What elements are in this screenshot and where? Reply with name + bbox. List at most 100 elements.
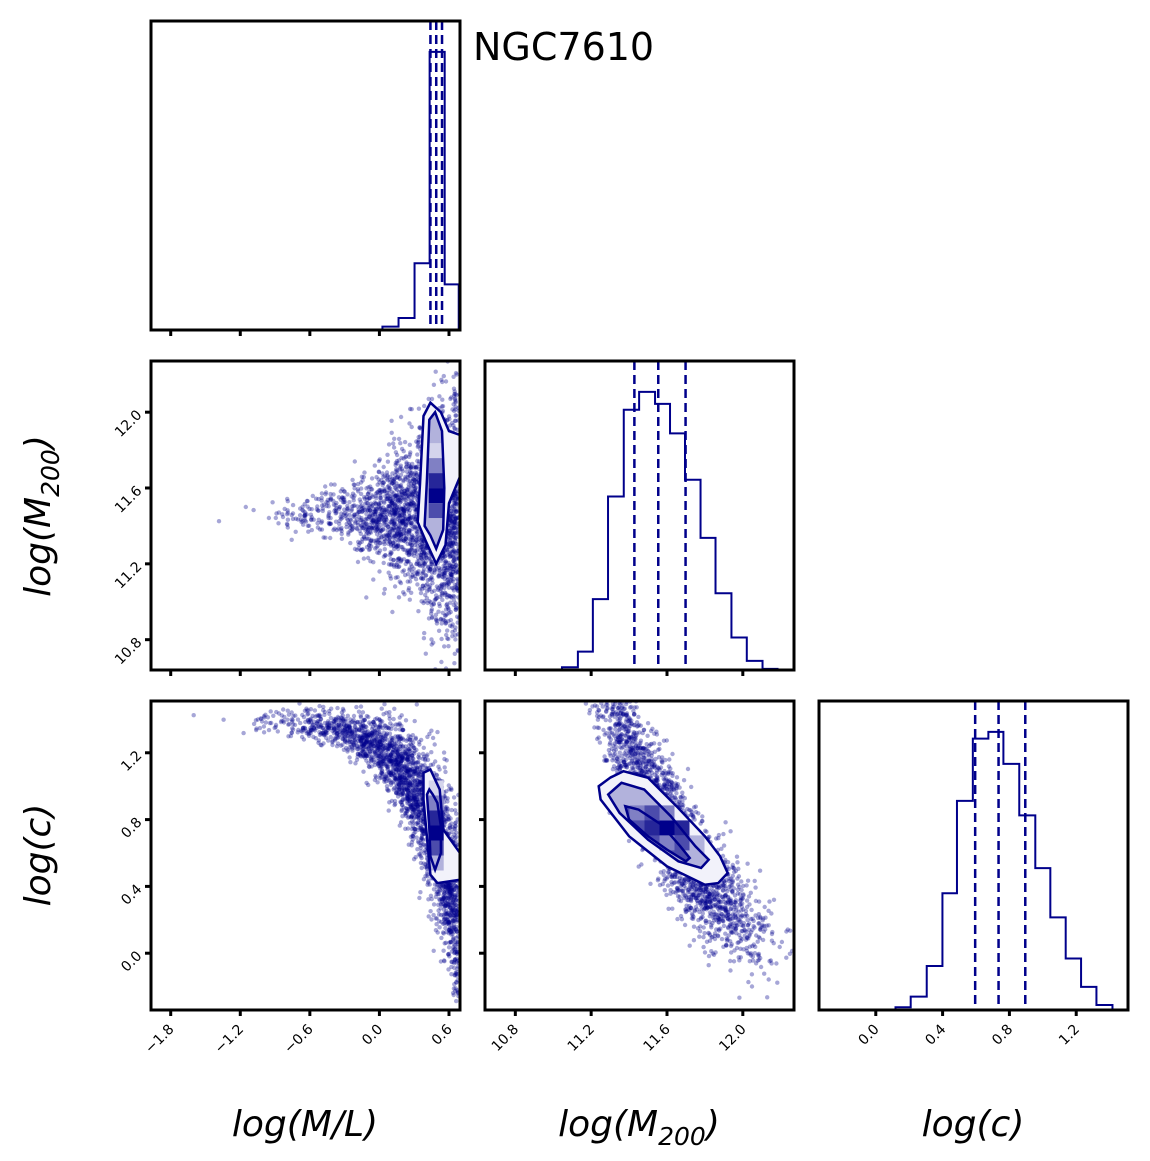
scatter-point [392,775,397,781]
scatter-point [348,734,354,739]
scatter-point [451,507,457,513]
scatter-point [381,480,386,485]
scatter-point [448,571,453,576]
scatter-point [301,522,306,527]
scatter-point [397,525,402,530]
scatter-point [320,506,325,511]
scatter-point [408,741,413,746]
scatter-point [440,597,445,603]
scatter-point [401,522,406,527]
scatter-point [372,511,378,516]
scatter-point [440,571,445,577]
scatter-point [448,535,453,540]
scatter-point [353,521,358,526]
scatter-point [388,573,393,579]
scatter-point [449,624,455,629]
scatter-point [407,478,413,484]
scatter-point [398,536,403,541]
scatter-point [382,488,387,494]
scatter-point [415,792,420,798]
scatter-point [382,777,387,782]
scatter-point [380,769,385,774]
scatter-point [290,516,296,522]
histogram-step [894,730,1114,1010]
scatter-point [417,779,422,784]
scatter-point [439,659,444,665]
scatter-point [385,764,391,769]
scatter-point [392,798,398,804]
scatter-point [444,548,450,553]
scatter-point [386,726,392,731]
scatter-point [382,473,387,478]
scatter-point [371,720,376,725]
scatter-point [443,563,448,569]
scatter-point [392,706,397,711]
scatter-point [351,741,357,746]
scatter-point [268,709,273,714]
scatter-point [407,474,412,479]
scatter-point [408,748,413,754]
scatter-point [389,489,395,495]
scatter-point [374,475,379,480]
scatter-point [447,528,452,533]
scatter-point [450,550,455,555]
scatter-point [396,782,402,787]
scatter-point [367,735,373,740]
scatter-point [362,717,368,723]
scatter-point [402,491,407,496]
scatter-point [453,551,458,556]
scatter-point [355,744,360,749]
scatter-point [333,502,338,508]
scatter-point [444,560,449,566]
scatter-point [316,517,321,522]
scatter-point [407,552,412,557]
scatter-point [339,516,344,521]
scatter-point [395,531,400,536]
scatter-point [403,718,409,723]
scatter-point [370,742,375,747]
scatter-point [394,505,399,510]
scatter-point [453,506,458,512]
scatter-point [353,724,358,730]
scatter-point [381,518,387,524]
scatter-point [350,746,355,751]
scatter-point [378,495,383,500]
scatter-point [378,487,383,493]
scatter-point [415,803,420,809]
scatter-point [387,800,392,805]
scatter-point [401,780,406,785]
scatter-point [418,545,424,550]
scatter-point [441,883,447,889]
scatter-point [374,753,379,759]
scatter-point [407,579,413,584]
scatter-point [417,802,423,807]
scatter-point [395,747,401,752]
scatter-point [400,755,405,760]
scatter-point [388,479,393,485]
scatter-point [394,467,399,472]
scatter-point [411,503,416,509]
scatter-point [400,798,405,803]
scatter-point [397,495,402,500]
scatter-point [405,737,410,742]
scatter-point [398,780,403,786]
scatter-point [448,913,453,918]
scatter-point [310,728,315,733]
scatter-point [405,752,410,758]
scatter-point [448,600,453,605]
scatter-point [339,528,344,534]
scatter-point [372,749,377,754]
scatter-point [386,758,391,763]
scatter-point [363,522,368,527]
scatter-point [400,744,406,749]
scatter-point [350,731,355,736]
scatter-point [385,452,390,457]
scatter-point [442,911,448,916]
scatter-point [367,508,372,513]
scatter-point [446,826,451,831]
scatter-point [369,746,374,751]
scatter-point [364,511,369,517]
scatter-point [392,520,397,525]
scatter-point [393,462,398,468]
scatter-point [396,528,401,534]
